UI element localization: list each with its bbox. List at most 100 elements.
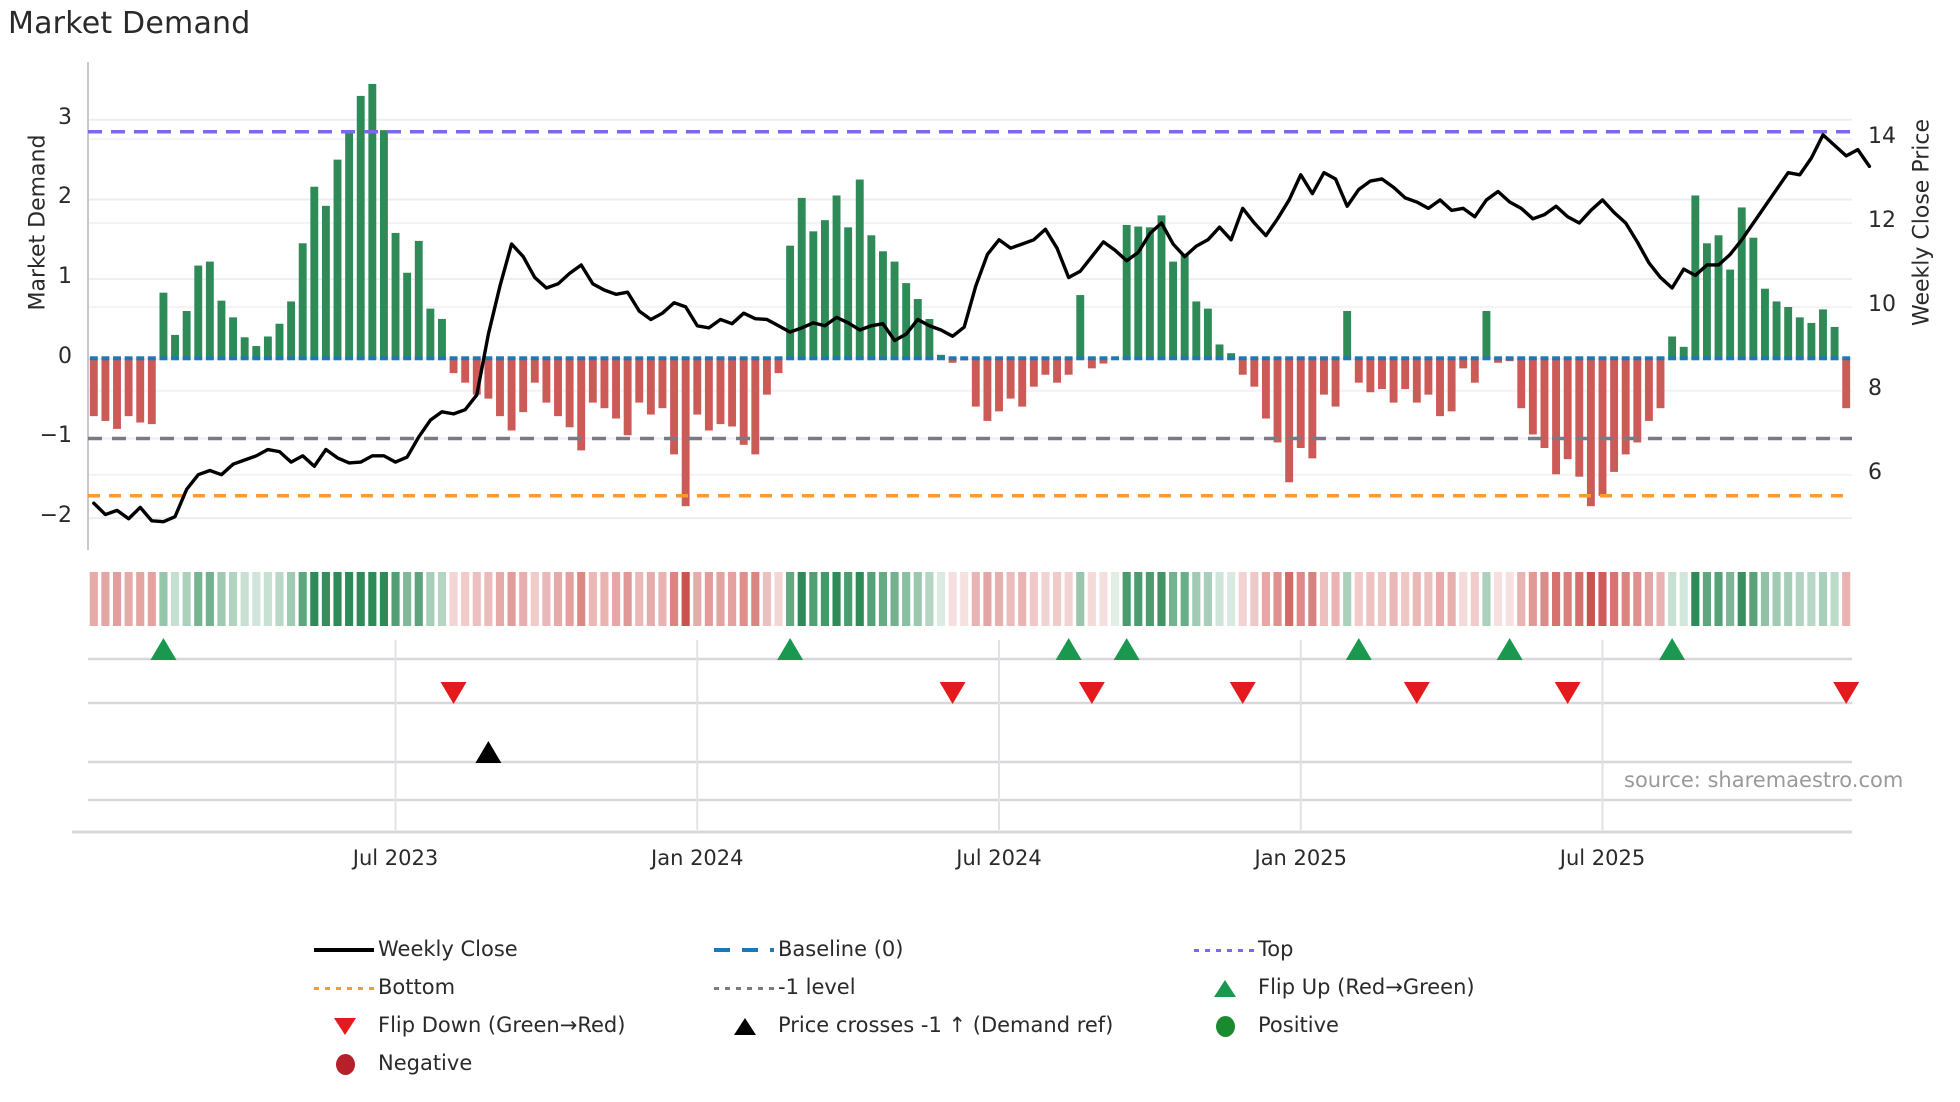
- legend-item-weekly-close[interactable]: Weekly Close: [310, 930, 710, 968]
- heatmap-cell: [379, 572, 388, 626]
- heatmap-cell: [1296, 572, 1305, 626]
- heatmap-cell: [472, 572, 481, 626]
- demand-bar: [1296, 358, 1305, 449]
- legend-item-price-crosses[interactable]: Price crosses -1 ↑ (Demand ref): [710, 1006, 1190, 1044]
- baseline-segment: [287, 356, 296, 361]
- source-attribution: source: sharemaestro.com: [1624, 768, 1904, 792]
- flip-down-marker[interactable]: [1554, 681, 1581, 705]
- demand-bar: [217, 300, 226, 359]
- legend-item-minus-one-level[interactable]: -1 level: [710, 968, 1190, 1006]
- legend-item-positive[interactable]: Positive: [1190, 1006, 1650, 1044]
- baseline-segment: [403, 356, 412, 361]
- demand-bar: [1053, 358, 1061, 383]
- legend-item-negative[interactable]: Negative: [310, 1044, 710, 1082]
- baseline-segment: [1575, 356, 1584, 361]
- heatmap-cell: [205, 572, 214, 626]
- demand-bar: [1586, 358, 1595, 507]
- flip-down-marker[interactable]: [1078, 681, 1105, 705]
- flip-up-marker[interactable]: [1345, 637, 1372, 661]
- baseline-segment: [1203, 356, 1212, 361]
- baseline-segment: [171, 356, 179, 361]
- legend-label: Price crosses -1 ↑ (Demand ref): [778, 1013, 1114, 1037]
- baseline-segment: [797, 356, 806, 361]
- heatmap-cell: [948, 572, 957, 626]
- demand-bar: [693, 358, 702, 415]
- heatmap-cell: [287, 572, 296, 626]
- baseline-segment: [356, 356, 365, 361]
- baseline-segment: [1053, 356, 1061, 361]
- flip-down-marker[interactable]: [1403, 681, 1430, 705]
- flip-up-marker[interactable]: [777, 637, 804, 661]
- legend-item-flip-up[interactable]: Flip Up (Red→Green): [1190, 968, 1650, 1006]
- triangle-up-icon: [1190, 975, 1258, 999]
- legend-item-top[interactable]: Top: [1190, 930, 1650, 968]
- heatmap-cell: [704, 572, 713, 626]
- baseline-segment: [101, 356, 110, 361]
- baseline-segment: [496, 356, 504, 361]
- y-axis-left-tick: −1: [39, 423, 72, 449]
- baseline-segment: [751, 356, 760, 361]
- heatmap-cell: [1424, 572, 1433, 626]
- price-cross-marker[interactable]: [475, 740, 502, 764]
- heatmap-cell: [229, 572, 238, 626]
- legend-row: Bottom -1 level Flip Up (Red→Green): [310, 968, 1710, 1006]
- heatmap-cell: [1749, 572, 1758, 626]
- heatmap-cell: [1122, 572, 1131, 626]
- demand-bar: [205, 261, 214, 359]
- demand-bar: [1528, 358, 1537, 435]
- baseline-segment: [298, 356, 307, 361]
- demand-bar: [240, 337, 249, 359]
- heatmap-cell: [1528, 572, 1537, 626]
- baseline-segment: [194, 356, 203, 361]
- demand-bar: [472, 358, 481, 395]
- baseline-segment: [832, 356, 841, 361]
- demand-bar: [809, 231, 818, 359]
- heatmap-cell: [1644, 572, 1653, 626]
- baseline-segment: [229, 356, 238, 361]
- demand-bar: [89, 358, 98, 417]
- flip-up-marker[interactable]: [1055, 637, 1082, 661]
- flip-up-marker[interactable]: [1496, 637, 1523, 661]
- heatmap-cell: [298, 572, 307, 626]
- dotted-line-icon: [710, 975, 778, 999]
- heatmap-cell: [936, 572, 946, 626]
- demand-bar: [612, 358, 620, 419]
- legend-item-baseline[interactable]: Baseline (0): [710, 930, 1190, 968]
- heatmap-cell: [1064, 572, 1073, 626]
- flip-up-marker[interactable]: [1113, 637, 1140, 661]
- baseline-segment: [1586, 356, 1595, 361]
- legend-item-flip-down[interactable]: Flip Down (Green→Red): [310, 1006, 710, 1044]
- heatmap-cell: [693, 572, 702, 626]
- baseline-segment: [321, 356, 330, 361]
- heatmap-cell: [913, 572, 922, 626]
- demand-bar: [1006, 358, 1015, 399]
- flip-down-marker[interactable]: [939, 681, 966, 705]
- flip-up-marker[interactable]: [1659, 637, 1686, 661]
- baseline-segment: [937, 356, 945, 361]
- demand-bar: [1227, 353, 1236, 359]
- baseline-segment: [960, 356, 969, 361]
- demand-bar: [1610, 358, 1619, 472]
- flip-down-marker[interactable]: [440, 681, 467, 705]
- y-axis-left-tick: 3: [58, 104, 72, 130]
- heatmap-cell: [762, 572, 771, 626]
- baseline-segment: [1215, 356, 1224, 361]
- heatmap-cell: [368, 572, 377, 626]
- heatmap-cell: [182, 572, 191, 626]
- baseline-segment: [1099, 356, 1108, 361]
- baseline-segment: [147, 356, 156, 361]
- flip-up-marker[interactable]: [150, 637, 177, 661]
- heatmap-cell: [333, 572, 342, 626]
- heatmap-cell: [1308, 572, 1317, 626]
- y-axis-left-tick: 1: [58, 264, 72, 290]
- baseline-segment: [1552, 356, 1561, 361]
- baseline-segment: [345, 356, 354, 361]
- legend-item-bottom[interactable]: Bottom: [310, 968, 710, 1006]
- flip-down-marker[interactable]: [1229, 681, 1256, 705]
- dashed-line-icon: [710, 937, 778, 961]
- baseline-segment: [461, 356, 470, 361]
- baseline-segment: [1470, 356, 1479, 361]
- heatmap-cell: [1250, 572, 1259, 626]
- demand-bar: [1343, 310, 1352, 359]
- flip-down-marker[interactable]: [1833, 681, 1860, 705]
